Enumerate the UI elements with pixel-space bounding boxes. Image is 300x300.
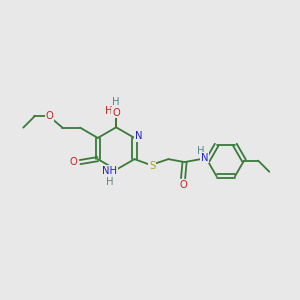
Text: NH: NH: [102, 166, 117, 176]
Text: H: H: [197, 146, 205, 156]
Text: O: O: [112, 108, 120, 118]
Text: O: O: [179, 180, 187, 190]
Text: HO: HO: [105, 106, 120, 116]
Text: H: H: [106, 177, 113, 187]
Text: N: N: [135, 131, 143, 142]
Text: N: N: [200, 153, 208, 163]
Text: H: H: [112, 97, 120, 107]
Text: O: O: [45, 111, 53, 121]
Text: O: O: [70, 157, 77, 167]
Text: S: S: [149, 161, 155, 172]
Text: H: H: [112, 99, 120, 109]
